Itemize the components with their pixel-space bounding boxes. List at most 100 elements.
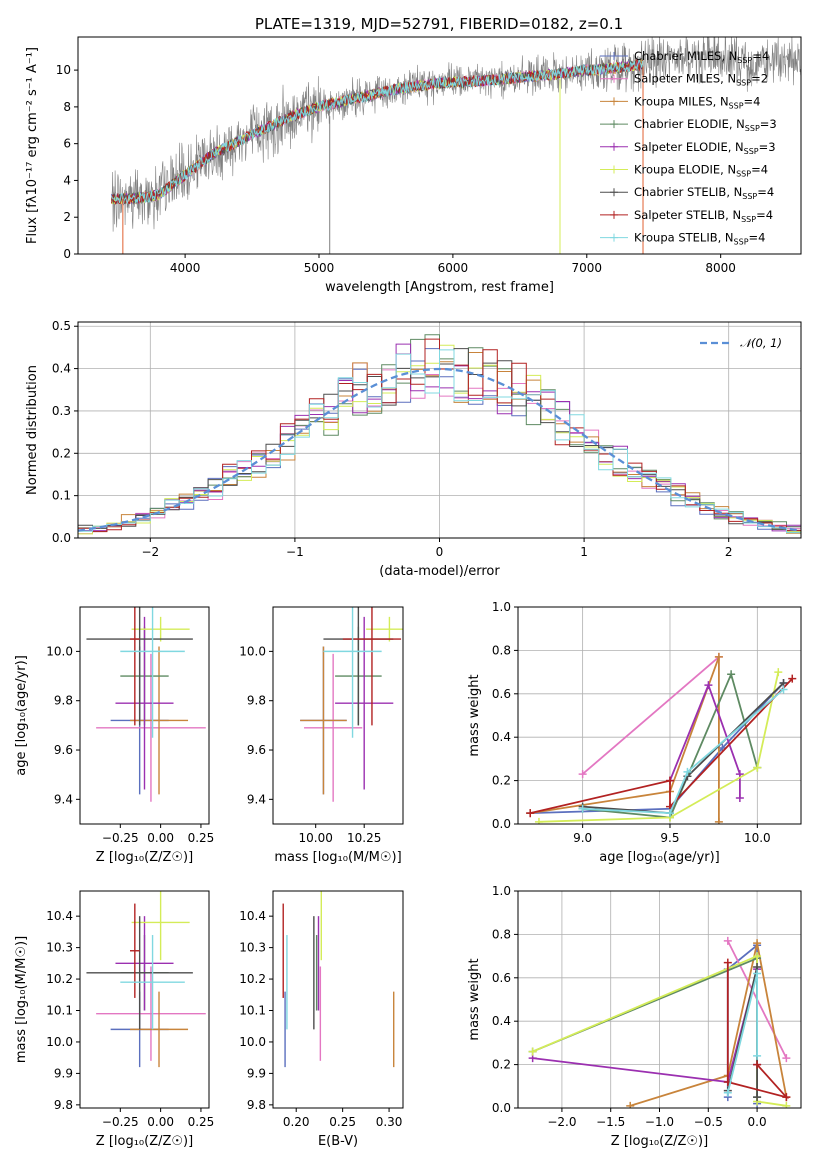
- x-axis-label: mass [log₁₀(M/M☉)]: [274, 850, 401, 865]
- data-point-marker: [534, 817, 543, 824]
- y-tick-label: 0.0: [492, 1101, 511, 1115]
- legend-label: Salpeter MILES, NSSP=2: [634, 72, 768, 88]
- data-point-marker: [735, 793, 744, 802]
- data-point-marker: [665, 776, 674, 785]
- y-tick-label: 0.8: [492, 927, 511, 941]
- legend-label: Kroupa STELIB, NSSP=4: [634, 231, 765, 247]
- x-tick-label: 1: [580, 545, 588, 559]
- chart-panel-2: −2 −1 0 1 2 0.0 0.1 0.2 0.3 0.4 0.5 (data-model)/er…: [25, 319, 802, 579]
- data-point-marker: [753, 939, 762, 948]
- data-point-marker: [727, 670, 736, 679]
- y-tick-label: 4: [63, 173, 71, 187]
- y-tick-label: 1.0: [492, 884, 511, 898]
- chart-title: PLATE=1319, MJD=52791, FIBERID=0182, z=0…: [255, 15, 623, 33]
- x-axis-label: (data-model)/error: [379, 564, 500, 579]
- y-tick-label: 0.2: [492, 774, 511, 788]
- x-tick-label: 7000: [572, 261, 603, 275]
- x-tick-label: 4000: [170, 261, 201, 275]
- y-tick-label: 0.0: [492, 817, 511, 831]
- axes-frame: [77, 321, 802, 539]
- y-tick-label: 9.9: [247, 1066, 266, 1080]
- mass-weight-line: [582, 688, 785, 815]
- x-axis-label: E(B-V): [318, 1134, 358, 1149]
- legend-label: Kroupa ELODIE, NSSP=4: [634, 163, 768, 179]
- y-tick-label: 1.0: [492, 600, 511, 614]
- y-tick-label: 0.0: [52, 531, 71, 545]
- plot-area: [86, 607, 206, 802]
- data-point-marker: [723, 958, 732, 967]
- y-tick-label: 10.0: [239, 1035, 266, 1049]
- model-spectrum-line: [111, 57, 643, 204]
- axes-frame: [272, 890, 404, 1109]
- data-point-marker: [665, 809, 674, 818]
- x-tick-label: 9.5: [660, 831, 679, 845]
- mass-weight-line: [582, 656, 720, 775]
- axes-frame: [77, 36, 802, 255]
- y-tick-label: 2: [63, 210, 71, 224]
- x-tick-label: 2: [725, 545, 733, 559]
- model-spectrum-line: [111, 59, 643, 205]
- y-tick-label: 10.0: [239, 644, 266, 658]
- legend-marker: [610, 142, 618, 151]
- axes-frame: [272, 606, 404, 825]
- x-tick-label: −0.25: [102, 1115, 139, 1129]
- data-point-marker: [714, 817, 723, 824]
- x-axis-label: Z [log₁₀(Z/Z☉)]: [611, 1134, 708, 1149]
- x-tick-label: 0.00: [147, 1115, 174, 1129]
- y-tick-label: 8: [63, 100, 71, 114]
- y-tick-label: 9.8: [247, 1098, 266, 1112]
- chart-panel-1: 4000 5000 6000 7000 8000 0 2 4 6 8 10 wavelength [A…: [25, 15, 802, 295]
- chart-panel-4: 10.00 10.25 9.4 9.6 9.8 10.0 mass [log₁₀(M/M☉)…: [239, 606, 404, 865]
- x-tick-label: −0.25: [102, 831, 139, 845]
- x-tick-label: 0: [436, 545, 444, 559]
- plot-area: [282, 891, 395, 1068]
- plot-area: [86, 891, 206, 1068]
- x-tick-label: 0.00: [147, 831, 174, 845]
- y-axis-label: age [log₁₀(age/yr)]: [14, 655, 29, 776]
- x-tick-label: −1.5: [596, 1115, 625, 1129]
- y-tick-label: 9.8: [54, 694, 73, 708]
- data-point-marker: [683, 767, 692, 776]
- y-tick-label: 0: [63, 247, 71, 261]
- data-point-marker: [782, 1054, 791, 1063]
- x-axis-label: Z [log₁₀(Z/Z☉)]: [96, 1134, 193, 1149]
- y-tick-label: 10.0: [46, 644, 73, 658]
- data-point-marker: [779, 685, 788, 694]
- x-axis-label: age [log₁₀(age/yr)]: [599, 850, 720, 865]
- y-axis-label: mass [log₁₀(M/M☉)]: [14, 936, 29, 1063]
- data-point-marker: [723, 1088, 732, 1097]
- chart-panel-6: −0.25 0.00 0.25 9.8 9.9 10.0 10.1 10.2 10.3 10.4 Z…: [14, 890, 214, 1149]
- legend-label: Salpeter ELODIE, NSSP=3: [634, 140, 776, 156]
- y-tick-label: 6: [63, 137, 71, 151]
- y-tick-label: 9.9: [54, 1066, 73, 1080]
- data-point-marker: [528, 1047, 537, 1056]
- model-spectrum-line: [111, 58, 643, 205]
- axes-frame: [79, 606, 210, 825]
- y-axis-label: mass weight: [467, 674, 482, 756]
- legend-label: Chabrier MILES, NSSP=4: [634, 49, 769, 65]
- y-tick-label: 9.8: [247, 694, 266, 708]
- x-tick-label: 0.25: [188, 831, 215, 845]
- legend-label: Kroupa MILES, NSSP=4: [634, 94, 760, 110]
- legend-marker: [610, 233, 618, 242]
- y-tick-label: 0.6: [492, 687, 511, 701]
- y-tick-label: 0.2: [492, 1058, 511, 1072]
- y-tick-label: 10.4: [239, 909, 266, 923]
- y-tick-label: 0.5: [52, 319, 71, 333]
- histogram-step: [78, 349, 801, 534]
- data-point-marker: [578, 804, 587, 813]
- y-tick-label: 0.1: [52, 489, 71, 503]
- legend-label: 𝒩(0, 1): [740, 336, 782, 350]
- data-point-marker: [626, 1101, 635, 1108]
- plot-area: [518, 607, 801, 824]
- data-point-marker: [753, 1060, 762, 1069]
- mass-weight-line: [726, 962, 790, 1099]
- data-point-marker: [578, 770, 587, 779]
- data-point-marker: [753, 763, 762, 772]
- y-axis-label: Flux [fλ10⁻¹⁷ erg cm⁻² s⁻¹ A⁻¹]: [25, 47, 40, 244]
- y-tick-label: 0.8: [492, 643, 511, 657]
- x-tick-label: −2: [141, 545, 159, 559]
- x-tick-label: 0.0: [748, 1115, 767, 1129]
- y-tick-label: 10.3: [46, 941, 73, 955]
- x-tick-label: 10.00: [299, 831, 333, 845]
